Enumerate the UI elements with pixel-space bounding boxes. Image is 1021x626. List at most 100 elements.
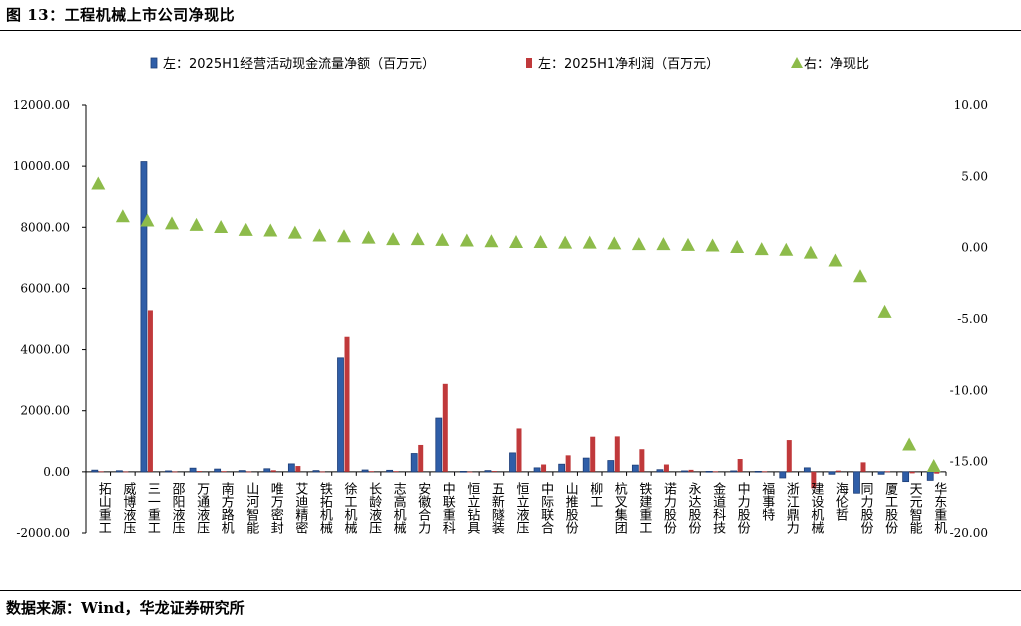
legend-swatch bbox=[150, 57, 158, 69]
right-tick-label: 5.00 bbox=[961, 169, 988, 183]
ratio-marker bbox=[656, 237, 671, 251]
figure-title: 图 13：工程机械上市公司净现比 bbox=[6, 6, 236, 24]
ratio-marker bbox=[705, 238, 720, 252]
cashflow-bar bbox=[115, 470, 123, 473]
category-label: 中联重科 bbox=[440, 482, 456, 534]
cashflow-bar bbox=[361, 469, 369, 473]
cashflow-bar bbox=[386, 469, 394, 473]
category-label: 浙江鼎力 bbox=[784, 482, 800, 535]
cashflow-bar bbox=[828, 471, 836, 475]
right-tick-label: 0.00 bbox=[961, 241, 988, 255]
ratio-marker bbox=[115, 209, 130, 223]
ratio-marker bbox=[803, 245, 818, 259]
net-profit-bar bbox=[246, 471, 252, 473]
net-profit-bar bbox=[688, 469, 694, 472]
net-profit-bar bbox=[762, 471, 768, 473]
top-rule bbox=[0, 30, 1021, 31]
net-profit-bar bbox=[344, 336, 350, 472]
cashflow-bar bbox=[558, 463, 566, 473]
net-profit-bar bbox=[835, 470, 841, 472]
ratio-marker bbox=[91, 176, 106, 190]
category-label: 华东重机 bbox=[931, 482, 947, 535]
cashflow-bar bbox=[238, 470, 246, 473]
cashflow-bar bbox=[926, 471, 934, 481]
left-tick-label: 2000.00 bbox=[20, 404, 70, 418]
category-labels: 拓山重工 威博液压 三一重工 邵阳液压 万通液压 南方路机 山河智能 唯万密封 艾迪精密 铁拓机械… bbox=[96, 481, 947, 535]
net-profit-bar bbox=[737, 459, 743, 472]
source-note: 数据来源：Wind，华龙证券研究所 bbox=[6, 599, 245, 617]
net-profit-bar bbox=[811, 471, 817, 489]
cashflow-bar bbox=[533, 467, 541, 473]
right-tick-label: -15.00 bbox=[950, 455, 988, 469]
net-profit-bar bbox=[147, 310, 153, 472]
ratio-marker bbox=[410, 232, 425, 246]
category-label: 永达股份 bbox=[686, 482, 702, 534]
ratio-marker bbox=[312, 228, 327, 242]
net-profit-bar bbox=[614, 436, 620, 472]
net-profit-bar bbox=[393, 471, 399, 473]
cashflow-bar bbox=[459, 470, 467, 473]
legend-label: 右：净现比 bbox=[804, 57, 869, 72]
net-profit-bar bbox=[491, 471, 497, 472]
net-profit-bar bbox=[565, 455, 571, 472]
cashflow-bar bbox=[877, 471, 885, 475]
net-profit-bar bbox=[442, 383, 448, 472]
legend: 左：2025H1经营活动现金流量净额（百万元） 左：2025H1净利润（百万元） 右… bbox=[150, 56, 869, 72]
ratio-marker bbox=[681, 237, 695, 251]
category-label: 邵阳液压 bbox=[170, 482, 186, 534]
net-profit-bar bbox=[885, 471, 891, 473]
net-profit-bar bbox=[909, 471, 915, 474]
category-label: 金道科技 bbox=[710, 481, 726, 534]
category-label: 三一重工 bbox=[145, 482, 161, 534]
cashflow-bar bbox=[165, 470, 172, 473]
net-profit-bar bbox=[639, 449, 645, 472]
ratio-marker bbox=[435, 232, 450, 246]
net-profit-bar bbox=[221, 471, 227, 473]
category-label: 中际联合 bbox=[538, 482, 554, 534]
category-label: 铁建重工 bbox=[636, 482, 652, 534]
net-profit-bar bbox=[516, 428, 522, 472]
cashflow-bar bbox=[140, 161, 148, 473]
cashflow-bar bbox=[902, 471, 910, 483]
net-profit-bar bbox=[369, 471, 375, 473]
ratio-marker bbox=[386, 232, 401, 246]
cashflow-bar bbox=[509, 452, 516, 473]
ratio-marker bbox=[459, 233, 474, 247]
net-profit-bar bbox=[860, 462, 866, 472]
category-label: 恒立液压 bbox=[514, 482, 530, 534]
cashflow-bar bbox=[337, 357, 344, 473]
category-label: 艾迪精密 bbox=[292, 482, 308, 534]
ratio-marker bbox=[582, 235, 597, 249]
category-label: 福事特 bbox=[759, 482, 775, 521]
ratio-markers bbox=[91, 176, 941, 472]
cashflow-bar bbox=[730, 470, 738, 473]
left-tick-label: 12000.00 bbox=[13, 98, 70, 112]
net-profit-bar bbox=[467, 471, 473, 473]
cashflow-bar bbox=[435, 417, 443, 473]
ratio-marker bbox=[631, 237, 646, 251]
cashflow-bar bbox=[287, 463, 295, 473]
net-profit-bar bbox=[319, 471, 325, 473]
category-label: 徐工机械 bbox=[342, 482, 358, 534]
right-tick-label: -20.00 bbox=[950, 526, 988, 540]
category-label: 柳工 bbox=[587, 482, 603, 508]
net-profit-bar bbox=[934, 471, 940, 474]
ratio-marker bbox=[828, 253, 843, 267]
ratio-marker bbox=[533, 234, 548, 248]
net-profit-bar bbox=[270, 470, 276, 472]
category-label: 恒立钻具 bbox=[464, 482, 480, 534]
category-label: 志高机械 bbox=[391, 482, 407, 534]
category-label: 山推股份 bbox=[563, 482, 579, 534]
ratio-marker bbox=[189, 217, 204, 231]
left-tick-label: 8000.00 bbox=[20, 220, 70, 234]
ratio-marker bbox=[877, 304, 892, 318]
net-profit-bar bbox=[590, 436, 596, 472]
category-label: 铁拓机械 bbox=[317, 482, 333, 534]
category-label: 威博液压 bbox=[120, 482, 136, 534]
category-label: 安徽合力 bbox=[415, 482, 431, 535]
cashflow-bar bbox=[607, 460, 615, 473]
ratio-marker bbox=[558, 235, 573, 249]
axes: -2000.00 0.00 2000.00 4000.00 6000.00 8000.00… bbox=[13, 98, 988, 540]
cashflow-bar bbox=[263, 468, 271, 473]
net-profit-bar bbox=[418, 444, 424, 472]
